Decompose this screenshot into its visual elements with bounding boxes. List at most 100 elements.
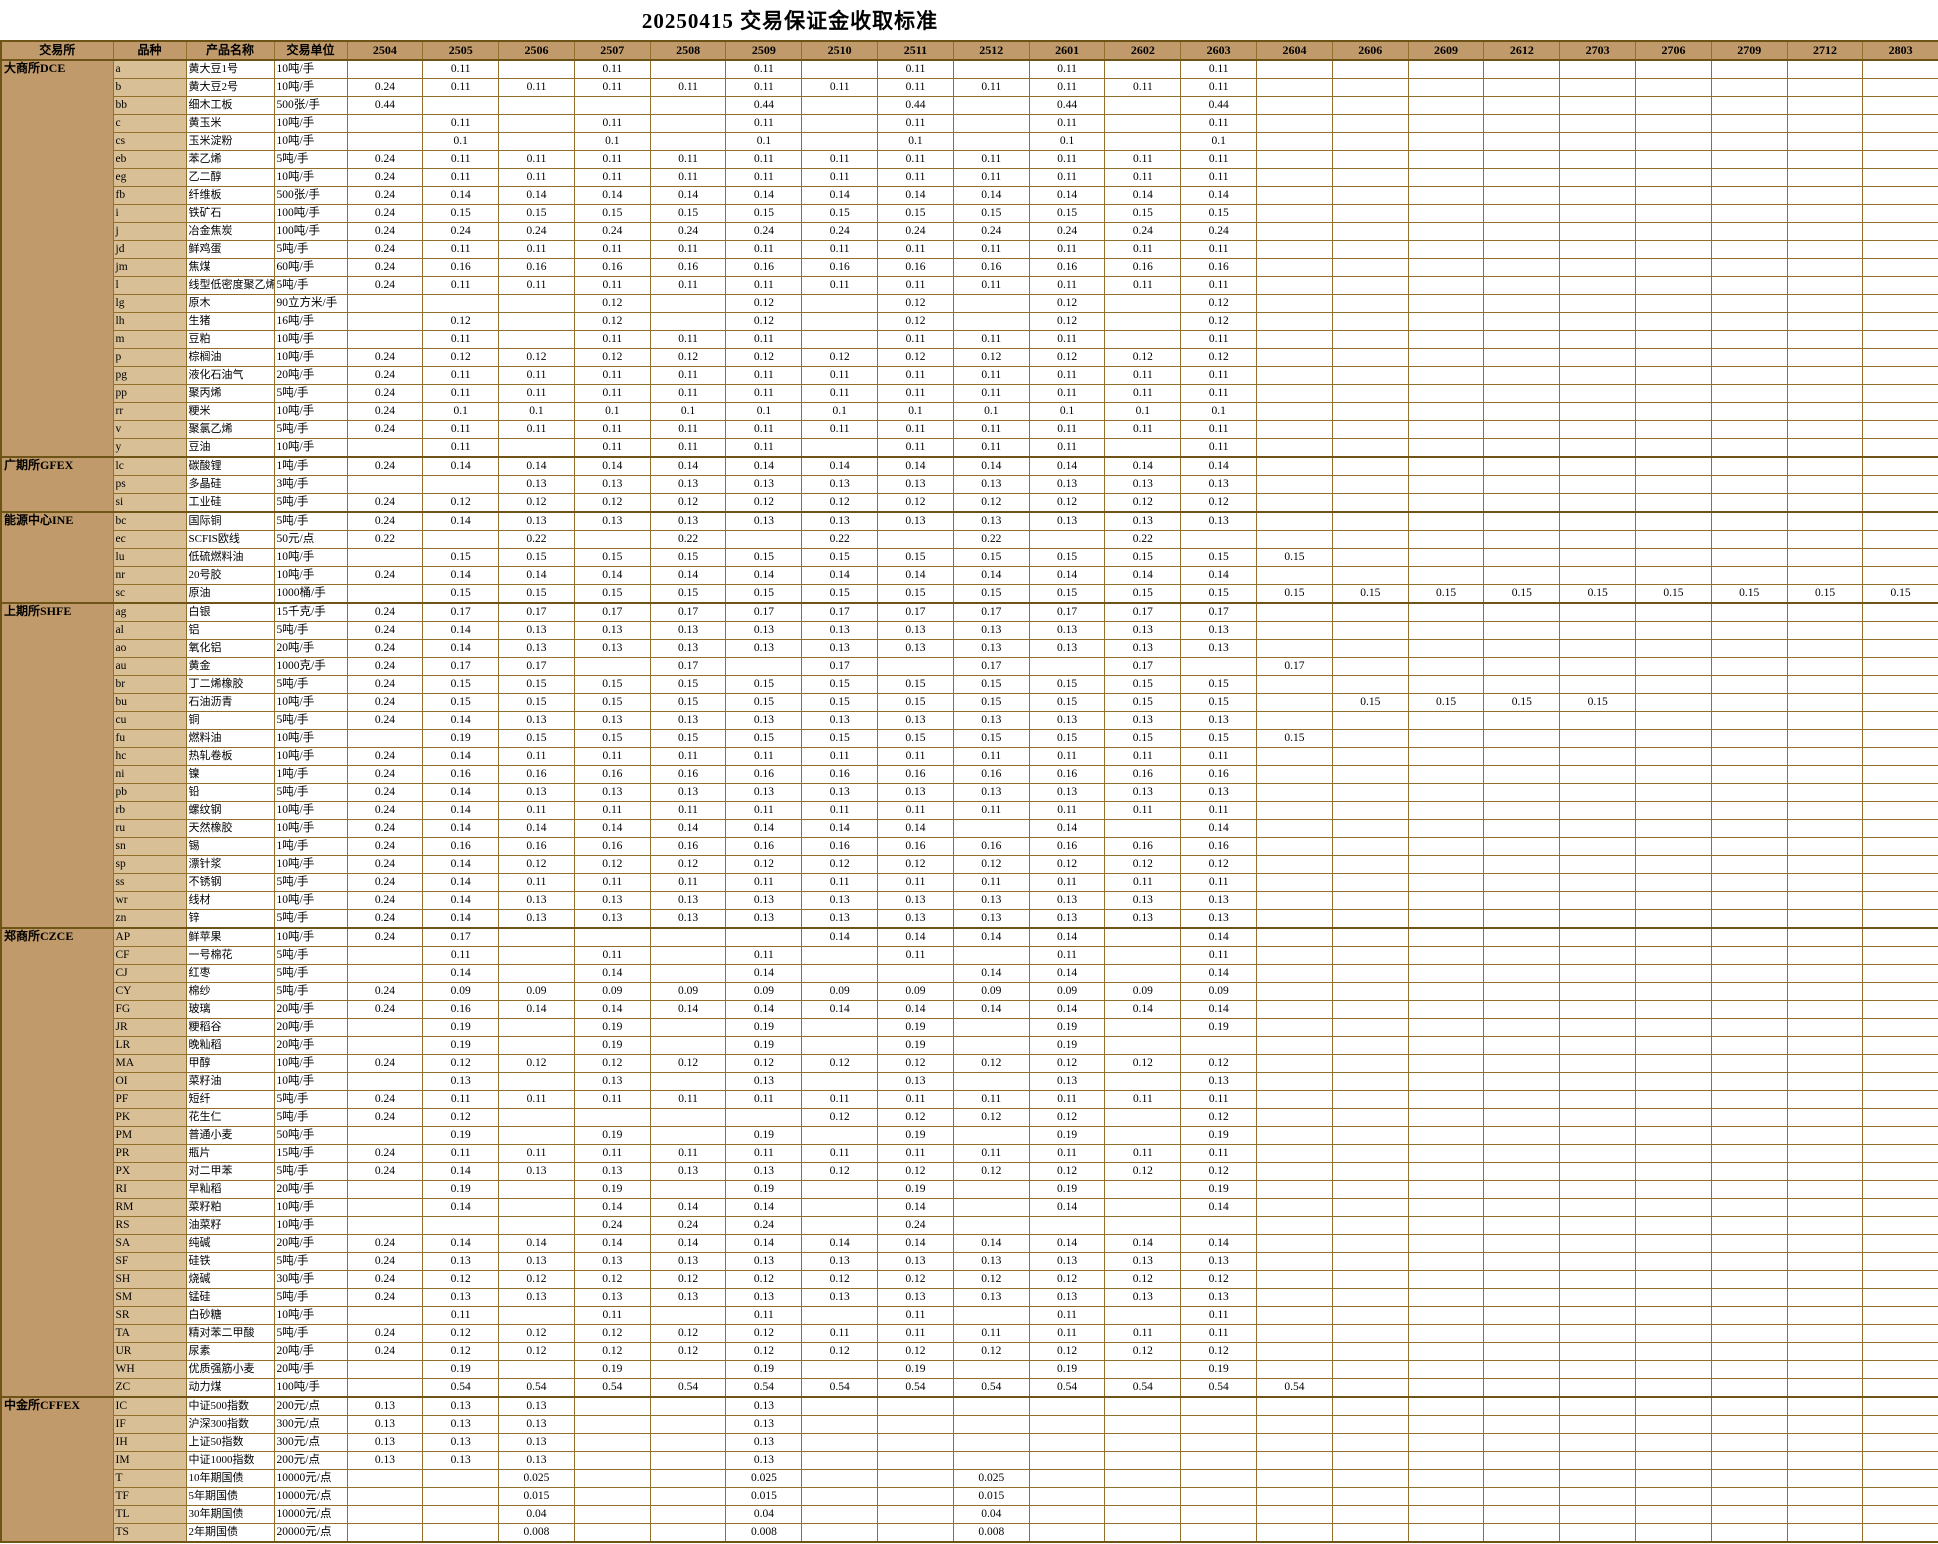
margin-cell-WH-2803[interactable] [1862,1360,1938,1379]
margin-cell-ru-2709[interactable] [1710,819,1788,838]
column-header-month-2506[interactable]: 2506 [498,40,575,61]
margin-cell-y-2609[interactable] [1407,438,1485,458]
column-header-month-2604[interactable]: 2604 [1256,40,1333,61]
margin-cell-j-2706[interactable] [1635,222,1712,241]
margin-cell-RI-2609[interactable] [1407,1180,1485,1199]
margin-cell-zn-2603[interactable]: 0.13 [1180,909,1258,929]
margin-cell-i-2603[interactable]: 0.15 [1180,204,1258,223]
margin-cell-SM-2601[interactable]: 0.13 [1028,1288,1106,1307]
margin-cell-TA-2609[interactable] [1407,1324,1485,1343]
margin-cell-SR-2603[interactable]: 0.11 [1180,1306,1258,1325]
product-name-cell[interactable]: 镍 [185,765,275,784]
margin-cell-m-2712[interactable] [1786,330,1864,349]
margin-cell-pg-2504[interactable]: 0.24 [346,366,424,385]
product-code-cell[interactable]: y [112,438,187,458]
margin-cell-nr-2612[interactable] [1483,566,1561,585]
margin-cell-PK-2706[interactable] [1635,1108,1712,1127]
margin-cell-IF-2609[interactable] [1407,1415,1485,1434]
margin-cell-al-2712[interactable] [1786,621,1864,640]
margin-cell-au-2509[interactable] [725,657,803,676]
margin-cell-jm-2509[interactable]: 0.16 [725,258,803,277]
margin-cell-m-2511[interactable]: 0.11 [877,330,954,349]
margin-cell-bb-2507[interactable] [573,96,651,115]
margin-cell-eb-2606[interactable] [1331,150,1409,169]
margin-cell-nr-2703[interactable] [1559,566,1637,585]
margin-cell-ni-2504[interactable]: 0.24 [346,765,424,784]
margin-cell-bc-2506[interactable]: 0.13 [498,511,575,531]
margin-cell-RI-2606[interactable] [1331,1180,1409,1199]
margin-cell-lg-2601[interactable]: 0.12 [1028,294,1106,313]
margin-cell-b-2709[interactable] [1710,78,1788,97]
margin-cell-ni-2509[interactable]: 0.16 [725,765,803,784]
margin-cell-pp-2505[interactable]: 0.11 [422,384,500,403]
margin-cell-SA-2510[interactable]: 0.14 [801,1234,879,1253]
trading-unit-cell[interactable]: 15吨/手 [273,1144,348,1163]
margin-cell-IF-2512[interactable] [952,1415,1030,1434]
margin-cell-jm-2601[interactable]: 0.16 [1028,258,1106,277]
margin-cell-wr-2602[interactable]: 0.13 [1104,891,1182,910]
margin-cell-ao-2512[interactable]: 0.13 [952,639,1030,658]
margin-cell-ec-2603[interactable] [1180,530,1258,549]
margin-cell-PK-2612[interactable] [1483,1108,1561,1127]
margin-cell-CF-2507[interactable]: 0.11 [573,946,651,965]
margin-cell-T-2606[interactable] [1331,1469,1409,1488]
product-code-cell[interactable]: UR [112,1342,187,1361]
margin-cell-pg-2602[interactable]: 0.11 [1104,366,1182,385]
margin-cell-bu-2512[interactable]: 0.15 [952,693,1030,712]
margin-cell-pp-2603[interactable]: 0.11 [1180,384,1258,403]
margin-cell-a-2507[interactable]: 0.11 [573,59,651,79]
margin-cell-jm-2606[interactable] [1331,258,1409,277]
trading-unit-cell[interactable]: 20吨/手 [273,1036,348,1055]
margin-cell-MA-2706[interactable] [1635,1054,1712,1073]
trading-unit-cell[interactable]: 5吨/手 [273,511,348,531]
product-code-cell[interactable]: pp [112,384,187,403]
margin-cell-l-2601[interactable]: 0.11 [1028,276,1106,295]
margin-cell-eb-2604[interactable] [1256,150,1333,169]
margin-cell-bb-2603[interactable]: 0.44 [1180,96,1258,115]
product-code-cell[interactable]: RI [112,1180,187,1199]
margin-cell-jm-2507[interactable]: 0.16 [573,258,651,277]
margin-cell-PX-2706[interactable] [1635,1162,1712,1181]
margin-cell-sn-2612[interactable] [1483,837,1561,856]
margin-cell-SA-2609[interactable] [1407,1234,1485,1253]
margin-cell-hc-2703[interactable] [1559,747,1637,766]
margin-cell-pb-2504[interactable]: 0.24 [346,783,424,802]
margin-cell-si-2803[interactable] [1862,493,1938,513]
margin-cell-RS-2706[interactable] [1635,1216,1712,1235]
margin-cell-j-2512[interactable]: 0.24 [952,222,1030,241]
margin-cell-RM-2612[interactable] [1483,1198,1561,1217]
product-code-cell[interactable]: IF [112,1415,187,1434]
margin-cell-br-2601[interactable]: 0.15 [1028,675,1106,694]
margin-cell-SF-2712[interactable] [1786,1252,1864,1271]
margin-cell-jm-2505[interactable]: 0.16 [422,258,500,277]
margin-cell-WH-2612[interactable] [1483,1360,1561,1379]
margin-cell-SH-2609[interactable] [1407,1270,1485,1289]
product-name-cell[interactable]: 20号胶 [185,566,275,585]
margin-cell-fb-2604[interactable] [1256,186,1333,205]
product-name-cell[interactable]: 早籼稻 [185,1180,275,1199]
margin-cell-p-2612[interactable] [1483,348,1561,367]
margin-cell-sn-2709[interactable] [1710,837,1788,856]
margin-cell-p-2508[interactable]: 0.12 [649,348,727,367]
trading-unit-cell[interactable]: 300元/点 [273,1415,348,1434]
margin-cell-WH-2604[interactable] [1256,1360,1333,1379]
margin-cell-j-2602[interactable]: 0.24 [1104,222,1182,241]
margin-cell-ec-2606[interactable] [1331,530,1409,549]
margin-cell-ec-2509[interactable] [725,530,803,549]
margin-cell-TA-2509[interactable]: 0.12 [725,1324,803,1343]
column-header-month-2603[interactable]: 2603 [1180,40,1258,61]
margin-cell-cu-2712[interactable] [1786,711,1864,730]
margin-cell-br-2508[interactable]: 0.15 [649,675,727,694]
margin-cell-bu-2506[interactable]: 0.15 [498,693,575,712]
trading-unit-cell[interactable]: 90立方米/手 [273,294,348,313]
margin-cell-au-2803[interactable] [1862,657,1938,676]
product-code-cell[interactable]: sp [112,855,187,874]
margin-cell-TF-2511[interactable] [877,1487,954,1506]
margin-cell-JR-2606[interactable] [1331,1018,1409,1037]
margin-cell-PK-2603[interactable]: 0.12 [1180,1108,1258,1127]
margin-cell-RM-2511[interactable]: 0.14 [877,1198,954,1217]
column-header-month-2510[interactable]: 2510 [801,40,879,61]
product-name-cell[interactable]: 红枣 [185,964,275,983]
margin-cell-LR-2505[interactable]: 0.19 [422,1036,500,1055]
margin-cell-a-2703[interactable] [1559,59,1637,79]
